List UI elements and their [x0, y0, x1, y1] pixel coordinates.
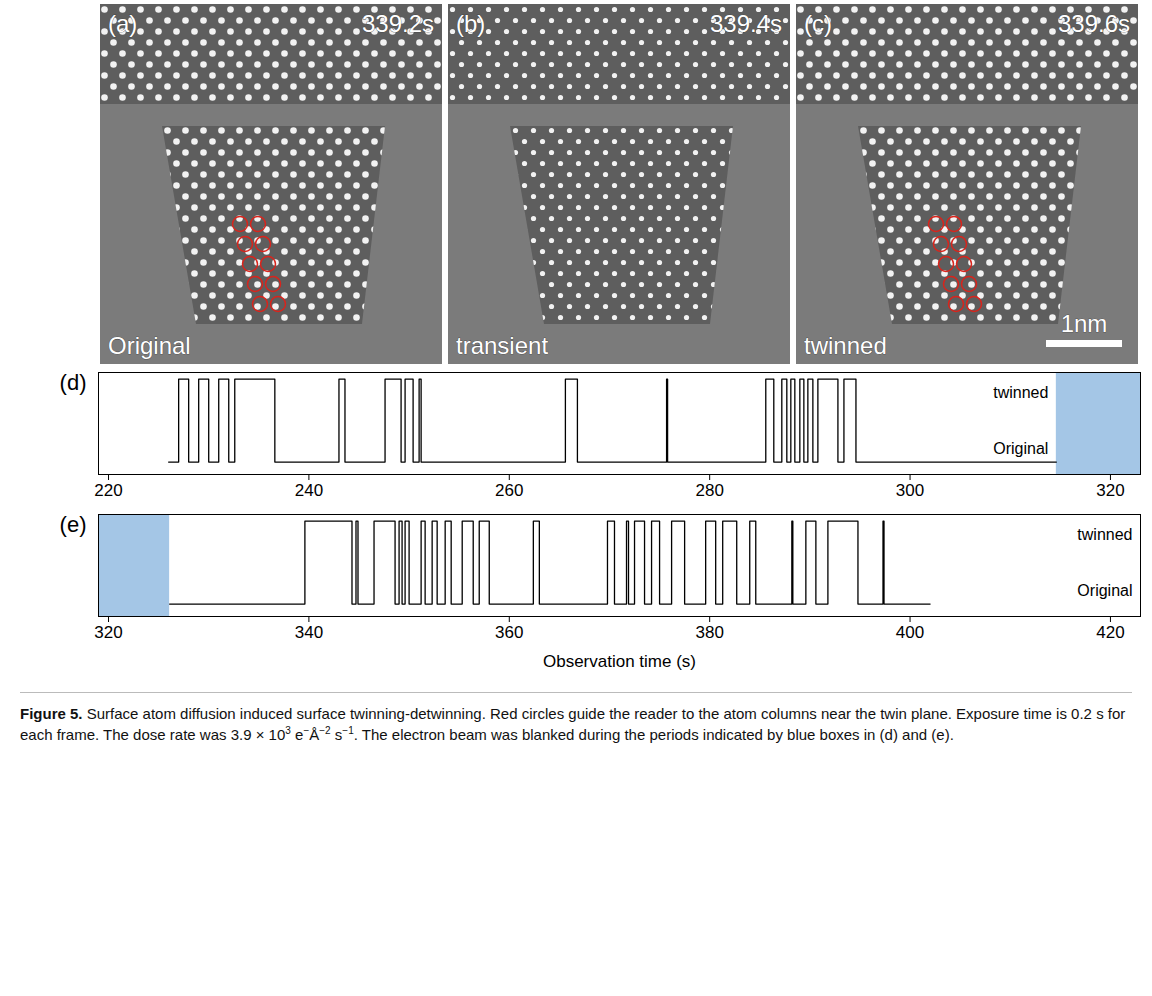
- svg-text:339.6s: 339.6s: [1058, 10, 1130, 37]
- svg-text:400: 400: [896, 623, 924, 642]
- svg-text:transient: transient: [456, 332, 548, 359]
- svg-text:(b): (b): [456, 10, 485, 37]
- svg-text:320: 320: [94, 623, 122, 642]
- svg-text:360: 360: [495, 623, 523, 642]
- svg-text:380: 380: [695, 623, 723, 642]
- svg-text:320: 320: [1096, 481, 1124, 500]
- svg-text:220: 220: [94, 481, 122, 500]
- html-text:3e−Å−2s−1. The electron beam w: 3e−Å−2s−1. The electron beam was blanked…: [285, 725, 954, 743]
- svg-text:twinned: twinned: [1077, 526, 1132, 543]
- svg-text:420: 420: [1096, 623, 1124, 642]
- svg-text:260: 260: [495, 481, 523, 500]
- svg-text:(d): (d): [60, 370, 87, 395]
- svg-text:(e): (e): [60, 512, 87, 537]
- svg-text:Original: Original: [108, 332, 191, 359]
- svg-text:twinned: twinned: [993, 384, 1048, 401]
- svg-text:twinned: twinned: [804, 332, 887, 359]
- svg-text:(a): (a): [108, 10, 137, 37]
- svg-text:340: 340: [295, 623, 323, 642]
- svg-text:1nm: 1nm: [1061, 310, 1108, 337]
- svg-text:Observation time (s): Observation time (s): [543, 652, 696, 671]
- svg-text:300: 300: [896, 481, 924, 500]
- svg-text:240: 240: [295, 481, 323, 500]
- html-text:Figure 5. Surface atom diffusi: Figure 5. Surface atom diffusion induced…: [20, 705, 1126, 743]
- svg-text:Original: Original: [993, 440, 1048, 457]
- svg-text:(c): (c): [804, 10, 832, 37]
- svg-text:339.2s: 339.2s: [362, 10, 434, 37]
- svg-text:Original: Original: [1077, 582, 1132, 599]
- svg-text:280: 280: [695, 481, 723, 500]
- svg-text:339.4s: 339.4s: [710, 10, 782, 37]
